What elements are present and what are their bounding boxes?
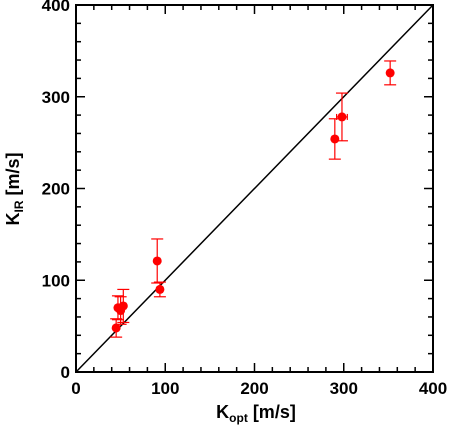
point-marker <box>330 134 340 144</box>
y-tick-label: 100 <box>42 271 70 290</box>
point-marker <box>337 112 347 122</box>
x-tick-label: 200 <box>240 379 268 398</box>
one-to-one-line <box>75 4 434 373</box>
x-tick-label: 0 <box>71 379 80 398</box>
y-tick-label: 200 <box>42 180 70 199</box>
y-tick-label: 300 <box>42 88 70 107</box>
data-points <box>110 60 397 338</box>
data-point <box>117 288 130 324</box>
point-marker <box>118 301 128 311</box>
x-tick-label: 100 <box>151 379 179 398</box>
point-marker <box>152 256 162 266</box>
data-point <box>151 238 164 284</box>
data-point <box>384 60 397 86</box>
y-tick-label: 0 <box>61 363 70 382</box>
data-point <box>110 318 123 338</box>
point-marker <box>155 284 165 294</box>
x-axis-label: Kopt [m/s] <box>216 402 296 425</box>
y-axis-label: KIR [m/s] <box>3 152 26 225</box>
data-point <box>153 281 166 298</box>
tick-labels: 0 100 200 300 400 0 100 200 300 400 <box>42 0 448 398</box>
point-marker <box>111 323 121 333</box>
y-tick-label: 400 <box>42 0 70 15</box>
point-marker <box>385 68 395 78</box>
x-tick-label: 400 <box>419 379 447 398</box>
x-tick-label: 300 <box>330 379 358 398</box>
axis-ticks <box>75 4 434 373</box>
data-point <box>335 92 348 142</box>
data-point <box>328 118 341 160</box>
